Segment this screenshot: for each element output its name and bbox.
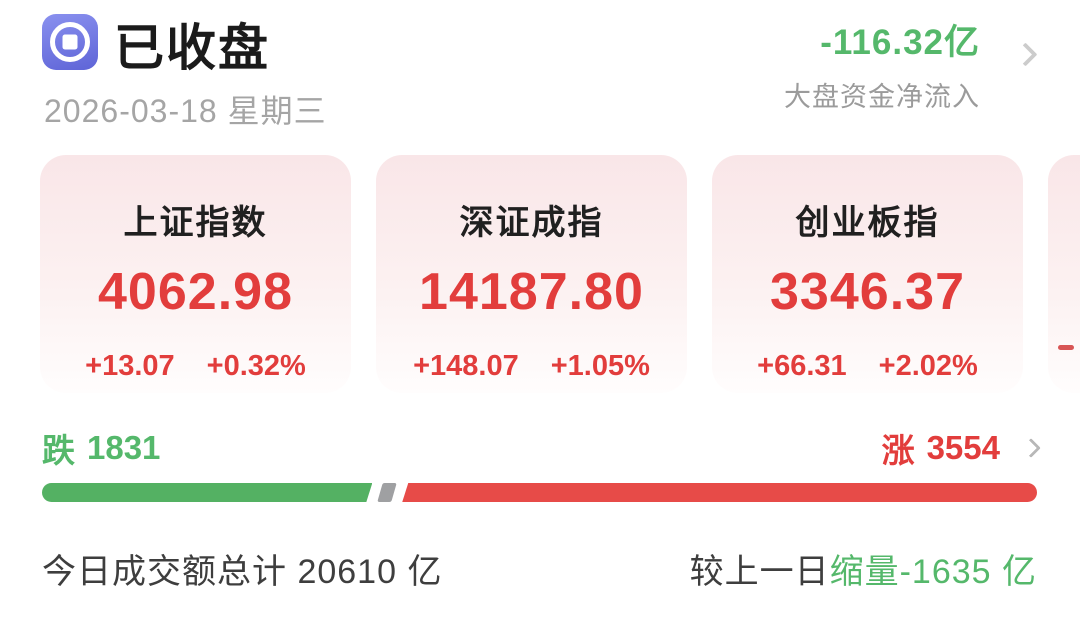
index-card-chinext[interactable]: 创业板指 3346.37 +66.31 +2.02% bbox=[712, 155, 1023, 393]
index-cards-row: 上证指数 4062.98 +13.07 +0.32% 深证成指 14187.80… bbox=[40, 155, 1080, 393]
turnover-total: 今日成交额总计 20610 亿 bbox=[42, 553, 443, 591]
index-value: 14187.80 bbox=[419, 263, 644, 321]
market-status-title: 已收盘 bbox=[114, 20, 270, 76]
net-flow-value: -116.32亿 bbox=[820, 23, 980, 62]
index-name: 深证成指 bbox=[459, 204, 604, 242]
index-card-shenzhen[interactable]: 深证成指 14187.80 +148.07 +1.05% bbox=[376, 155, 687, 393]
decliners-word: 跌 bbox=[42, 432, 75, 469]
advancers-label: 涨 3554 bbox=[881, 424, 1041, 472]
breadth-bar-up bbox=[402, 483, 1037, 502]
turnover-row: 今日成交额总计 20610 亿 较上一日缩量-1635 亿 bbox=[42, 544, 1037, 593]
breadth-bar-down bbox=[42, 483, 372, 502]
chevron-right-icon[interactable] bbox=[1021, 438, 1041, 458]
compare-label: 较上一日 bbox=[689, 553, 830, 591]
breadth-bar bbox=[42, 483, 1037, 502]
index-change-pct: +2.02% bbox=[878, 350, 978, 382]
index-changes: +148.07 +1.05% bbox=[376, 350, 687, 383]
index-value: 3346.37 bbox=[770, 263, 965, 321]
net-flow-label: 大盘资金净流入 bbox=[784, 82, 980, 112]
index-value: 4062.98 bbox=[98, 263, 293, 321]
index-card-shanghai[interactable]: 上证指数 4062.98 +13.07 +0.32% bbox=[40, 155, 351, 393]
index-name: 上证指数 bbox=[123, 204, 268, 242]
breadth-row[interactable]: 跌 1831 涨 3554 bbox=[42, 424, 1041, 472]
index-change-pct: +0.32% bbox=[206, 350, 306, 382]
index-name: 创业板指 bbox=[795, 204, 940, 242]
net-flow-summary[interactable]: -116.32亿 大盘资金净流入 bbox=[784, 14, 980, 114]
advancers-word: 涨 bbox=[881, 432, 915, 469]
turnover-compare: 较上一日缩量-1635 亿 bbox=[690, 544, 1037, 593]
breadth-bar-separator bbox=[377, 483, 397, 502]
index-card-partial[interactable] bbox=[1048, 155, 1080, 393]
coin-icon bbox=[42, 14, 98, 70]
compare-value: 缩量-1635 亿 bbox=[829, 553, 1037, 591]
index-changes: +66.31 +2.02% bbox=[712, 350, 1023, 383]
index-change: +148.07 bbox=[413, 350, 519, 382]
index-change: +13.07 bbox=[85, 350, 175, 382]
decliners-count: 1831 bbox=[87, 429, 161, 466]
index-change-pct: +1.05% bbox=[550, 350, 650, 382]
chevron-right-icon[interactable] bbox=[1013, 42, 1038, 67]
partial-change-fragment bbox=[1058, 345, 1074, 350]
decliners-label: 跌 1831 bbox=[42, 424, 160, 472]
advancers-count: 3554 bbox=[926, 429, 1000, 466]
index-change: +66.31 bbox=[757, 350, 847, 382]
trade-date: 2026-03-18 星期三 bbox=[44, 93, 327, 129]
index-changes: +13.07 +0.32% bbox=[40, 350, 351, 383]
